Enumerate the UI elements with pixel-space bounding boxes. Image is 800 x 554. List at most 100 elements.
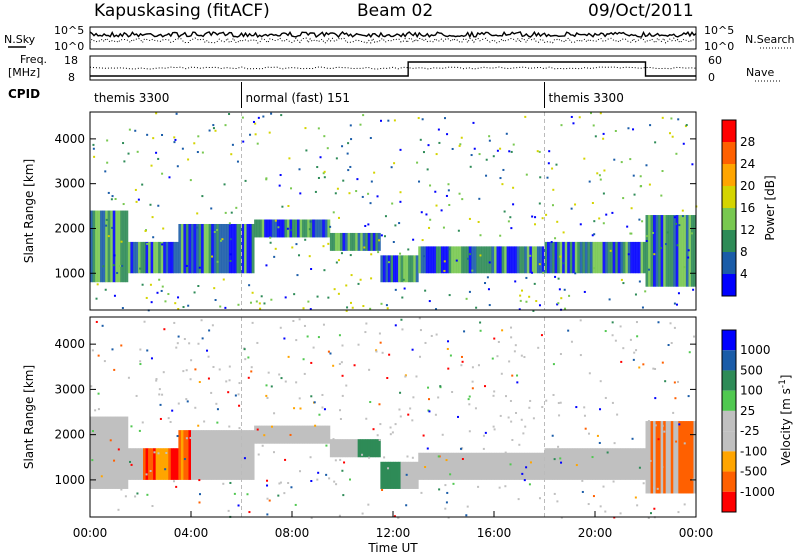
power-sparse-point — [592, 124, 595, 127]
velocity-scatter-column — [221, 430, 225, 480]
power-sparse-point — [244, 179, 247, 182]
power-sparse-point — [151, 216, 154, 219]
velocity-scatter-column — [132, 448, 136, 480]
velocity-scatter-column — [213, 430, 217, 480]
velocity-sparse-point — [428, 410, 431, 413]
velocity-scatter-column — [365, 439, 369, 458]
power-sparse-point — [335, 261, 338, 264]
power-scatter-column — [158, 241, 162, 274]
power-scatter-column — [382, 255, 386, 283]
velocity-sparse-point — [437, 396, 440, 399]
power-scatter-column — [292, 219, 295, 238]
power-sparse-point — [519, 299, 522, 302]
power-sparse-point — [254, 122, 257, 125]
power-sparse-point — [158, 278, 161, 281]
velocity-sparse-point — [516, 381, 519, 384]
velocity-sparse-point — [256, 428, 259, 431]
velocity-sparse-point — [149, 470, 152, 473]
power-sparse-point — [377, 251, 380, 254]
velocity-sparse-point — [263, 434, 266, 437]
velocity-sparse-point — [647, 420, 650, 423]
velocity-sparse-point — [471, 366, 474, 369]
power-scatter-column — [592, 241, 596, 274]
power-scatter-column — [420, 246, 424, 274]
power-sparse-point — [496, 149, 499, 152]
power-sparse-point — [627, 253, 630, 256]
x-tick-label: 20:00 — [578, 526, 613, 540]
velocity-sparse-point — [460, 364, 463, 367]
power-scatter-column — [339, 232, 343, 251]
velocity-sparse-point — [463, 330, 466, 333]
power-sparse-point — [228, 113, 231, 116]
power-sparse-point — [596, 172, 599, 175]
velocity-sparse-point — [353, 364, 356, 367]
power-sparse-point — [162, 227, 165, 230]
power-scatter-column — [334, 232, 338, 251]
velocity-sparse-point — [244, 358, 247, 361]
velocity-colorbar-label-close: ] — [779, 375, 793, 380]
velocity-sparse-point — [596, 434, 599, 437]
velocity-sparse-point — [134, 495, 137, 498]
power-sparse-point — [93, 155, 96, 158]
power-sparse-point — [323, 170, 326, 173]
power-scatter-column — [236, 223, 240, 274]
velocity-sparse-point — [185, 369, 188, 372]
power-scatter-column — [509, 246, 513, 274]
power-scatter-column — [208, 223, 212, 274]
velocity-scatter-column — [473, 452, 477, 480]
velocity-scatter-column — [602, 448, 606, 480]
power-sparse-point — [599, 112, 602, 115]
velocity-scatter-column — [519, 452, 523, 480]
velocity-sparse-point — [207, 377, 210, 380]
velocity-sparse-point — [97, 408, 100, 411]
power-scatter-column — [612, 241, 616, 274]
velocity-sparse-point — [457, 415, 460, 418]
velocity-sparse-point — [638, 466, 641, 469]
power-scatter-column — [132, 241, 136, 274]
power-sparse-point — [104, 170, 107, 173]
velocity-scatter-column — [448, 452, 452, 480]
power-sparse-point — [182, 306, 185, 309]
power-scatter-column — [137, 241, 141, 274]
power-sparse-point — [363, 246, 366, 249]
velocity-sparse-point — [103, 360, 106, 363]
velocity-sparse-point — [100, 475, 103, 478]
power-sparse-point — [570, 207, 573, 210]
power-sparse-point — [197, 285, 200, 288]
power-scatter-column — [438, 246, 442, 274]
velocity-sparse-point — [328, 477, 331, 480]
velocity-sparse-point — [97, 354, 100, 357]
power-sparse-point — [499, 147, 502, 150]
power-sparse-point — [139, 267, 142, 270]
y-tick-label: 2000 — [54, 428, 85, 442]
power-sparse-point — [364, 224, 367, 227]
power-panel-frame — [89, 111, 697, 311]
power-scatter-column — [284, 219, 288, 238]
power-scatter-column — [140, 241, 144, 274]
power-sparse-point — [347, 142, 350, 145]
power-sparse-point — [367, 223, 370, 226]
power-scatter-column — [526, 246, 530, 274]
power-sparse-point — [593, 267, 596, 270]
velocity-sparse-point — [310, 516, 313, 519]
power-sparse-point — [254, 133, 257, 136]
velocity-sparse-point — [229, 481, 232, 484]
velocity-sparse-point — [635, 349, 638, 352]
power-sparse-point — [340, 252, 343, 255]
power-sparse-point — [290, 187, 293, 190]
velocity-scatter-column — [350, 439, 353, 458]
noise-search-series — [89, 37, 697, 44]
power-sparse-point — [92, 143, 95, 146]
velocity-sparse-point — [365, 417, 368, 420]
velocity-colorbar-swatch — [722, 370, 736, 391]
velocity-scatter-column — [246, 430, 250, 480]
power-scatter-column — [668, 215, 672, 287]
x-tick-label: 00:00 — [73, 526, 108, 540]
power-sparse-point — [336, 187, 339, 190]
velocity-sparse-point — [176, 435, 179, 438]
velocity-scatter-column — [504, 452, 508, 480]
velocity-sparse-point — [545, 399, 548, 402]
power-sparse-point — [316, 166, 319, 169]
power-sparse-point — [323, 269, 326, 272]
power-sparse-point — [602, 222, 605, 225]
